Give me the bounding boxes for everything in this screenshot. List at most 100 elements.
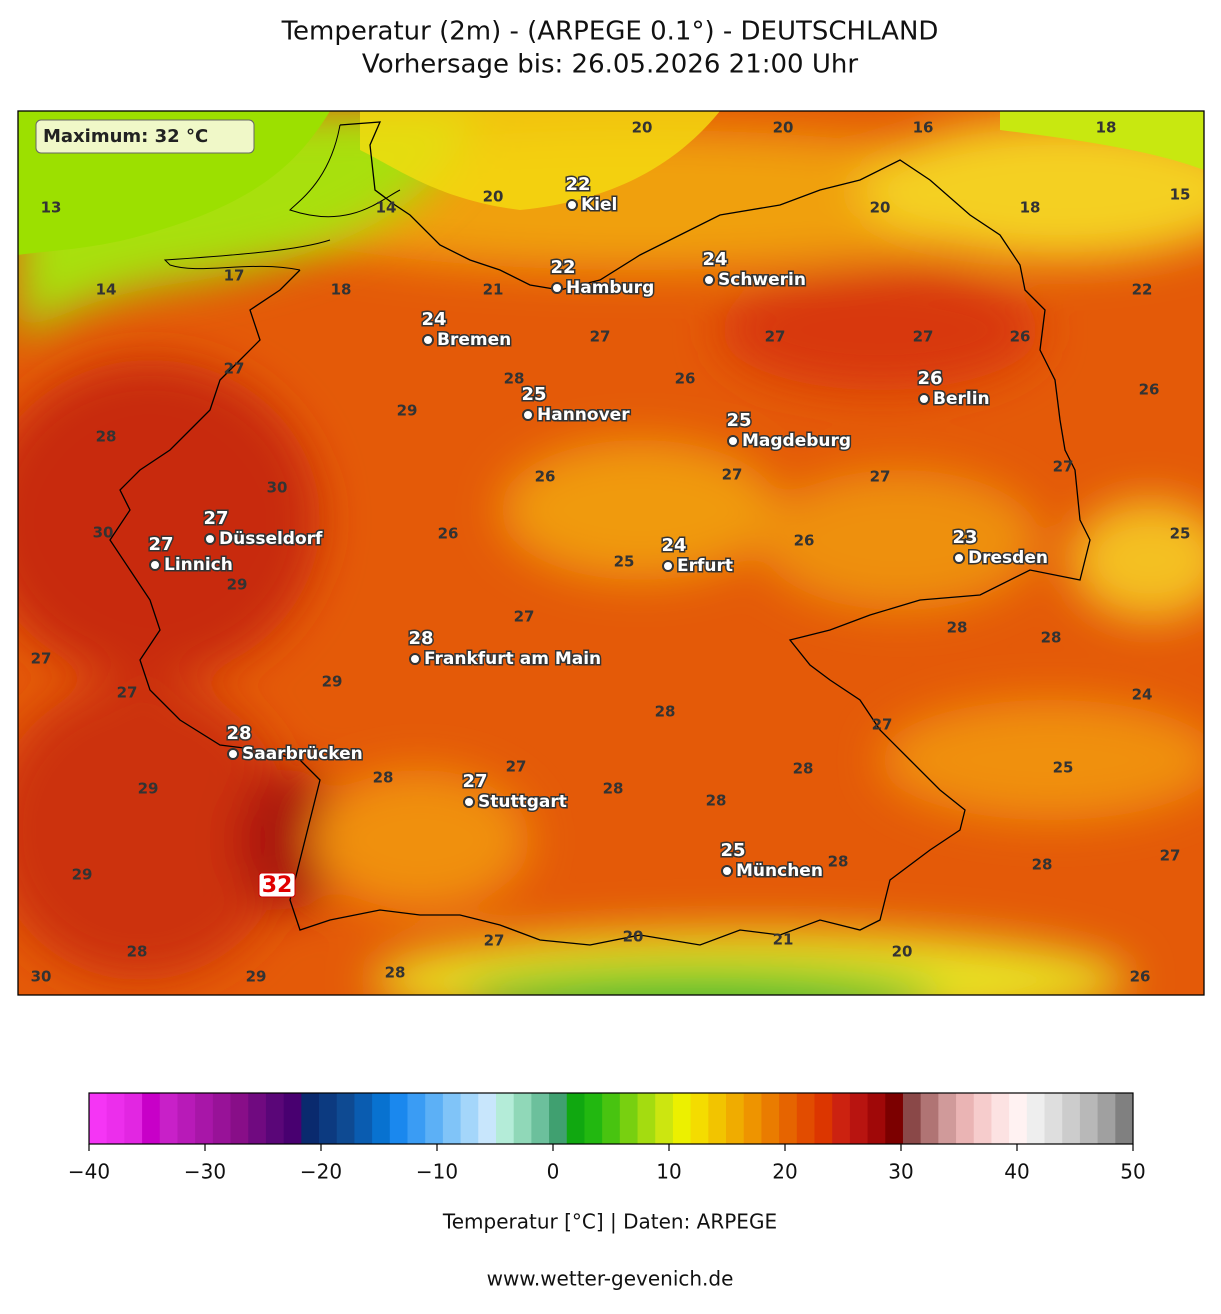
contour-label: 26 <box>794 532 815 550</box>
colorbar-frame <box>88 1092 1134 1145</box>
contour-label: 27 <box>1053 458 1074 476</box>
colorbar-segment <box>1097 1093 1116 1144</box>
colorbar-segment <box>761 1093 780 1144</box>
colorbar-segment <box>832 1093 851 1144</box>
city-name: Dresden <box>968 548 1048 568</box>
contour-label: 20 <box>623 928 644 946</box>
colorbar-segment <box>212 1093 232 1144</box>
max-label: Maximum: 32 °C <box>43 126 208 147</box>
city-name: Düsseldorf <box>219 529 323 549</box>
city-dot <box>522 409 534 421</box>
contour-label: 25 <box>1170 525 1191 543</box>
max-box <box>35 119 255 154</box>
city-value: 28 <box>408 628 433 649</box>
colorbar-segment <box>142 1093 161 1144</box>
colorbar-segment <box>460 1093 479 1144</box>
contour-labels: 20 20 16 18 13 14 20 20 18 15 14 17 18 21 22 27 27 27 26 27… <box>31 119 1191 986</box>
colorbar-tick-label: 0 <box>547 1160 560 1184</box>
colorbar-segment <box>89 1093 108 1144</box>
colorbar-segment <box>1026 1093 1046 1144</box>
city-name: Linnich <box>164 555 233 575</box>
contour-label: 27 <box>506 758 527 776</box>
colorbar-segment <box>336 1093 355 1144</box>
colorbar-segment <box>867 1093 886 1144</box>
colorbar-segment <box>902 1093 922 1144</box>
colorbar-segment <box>655 1093 674 1144</box>
contour-label: 29 <box>72 866 93 884</box>
city-name: Frankfurt am Main <box>424 649 601 669</box>
colorbar-segment <box>319 1093 338 1144</box>
city-name: Stuttgart <box>478 792 567 812</box>
city-name: Bremen <box>437 330 511 350</box>
contour-label: 29 <box>246 968 267 986</box>
contour-label: 21 <box>773 931 794 949</box>
contour-label: 29 <box>322 673 343 691</box>
colorbar-segment <box>265 1093 285 1144</box>
city-dot <box>566 199 578 211</box>
contour-label: 28 <box>655 703 676 721</box>
contour-label: 28 <box>793 760 814 778</box>
colorbar-tick-label: 40 <box>1004 1160 1029 1184</box>
contour-label: 25 <box>614 553 635 571</box>
city-value: 26 <box>917 368 942 389</box>
colorbar-segment <box>885 1093 904 1144</box>
colorbar-segment <box>1044 1093 1063 1144</box>
contour-label: 29 <box>227 576 248 594</box>
subtitle: Vorhersage bis: 26.05.2026 21:00 Uhr <box>362 50 858 80</box>
contour-label: 18 <box>1020 199 1041 217</box>
colorbar-segment <box>301 1093 320 1144</box>
contour-label: 28 <box>127 943 148 961</box>
contour-label: 25 <box>1053 759 1074 777</box>
colorbar-label: Temperatur [°C] | Daten: ARPEGE <box>442 1210 777 1234</box>
city-value: 24 <box>421 309 446 330</box>
colorbar-segment <box>372 1093 391 1144</box>
city-dot <box>727 435 739 447</box>
contour-label: 27 <box>870 468 891 486</box>
colorbar-segment <box>407 1093 426 1144</box>
city-value: 25 <box>720 840 745 861</box>
contour-label: 27 <box>765 328 786 346</box>
colorbar-segment <box>230 1093 249 1144</box>
city-name: Erfurt <box>677 556 733 576</box>
colorbar-segment <box>849 1093 869 1144</box>
colorbar-segment <box>708 1093 727 1144</box>
colorbar-segment <box>920 1093 939 1144</box>
colorbar-tick-label: 20 <box>772 1160 797 1184</box>
contour-label: 28 <box>504 370 525 388</box>
colorbar-segment <box>619 1093 639 1144</box>
contour-label: 24 <box>1132 686 1153 704</box>
contour-label: 26 <box>675 370 696 388</box>
colorbar-segment <box>690 1093 709 1144</box>
colorbar-segment <box>1062 1093 1081 1144</box>
city-dot <box>551 282 563 294</box>
contour-label: 26 <box>1010 328 1031 346</box>
contour-label: 13 <box>41 199 62 217</box>
colorbar-segment <box>637 1093 656 1144</box>
contour-label: 27 <box>514 608 535 626</box>
contour-label: 18 <box>331 281 352 299</box>
colorbar-segment <box>1079 1093 1099 1144</box>
contour-label: 27 <box>224 360 245 378</box>
contour-label: 27 <box>31 650 52 668</box>
city-value: 22 <box>550 257 575 278</box>
borders <box>109 121 1091 946</box>
city-dot <box>721 865 733 877</box>
colorbar-segment <box>124 1093 143 1144</box>
colorbar-tick-label: −30 <box>184 1160 226 1184</box>
city-value: 27 <box>203 508 228 529</box>
colorbar-segment <box>159 1093 178 1144</box>
colorbar-tick-label: −10 <box>416 1160 458 1184</box>
city-dot <box>662 560 674 572</box>
city-dot <box>227 748 239 760</box>
contour-label: 27 <box>913 328 934 346</box>
contour-label: 27 <box>590 328 611 346</box>
colorbar-tick-label: −20 <box>300 1160 342 1184</box>
city-name: Magdeburg <box>742 431 851 451</box>
colorbar-segment <box>478 1093 497 1144</box>
colorbar-segment <box>177 1093 196 1144</box>
contour-label: 14 <box>96 281 117 299</box>
colorbar-segment <box>442 1093 462 1144</box>
colorbar-tick-label: 10 <box>656 1160 681 1184</box>
